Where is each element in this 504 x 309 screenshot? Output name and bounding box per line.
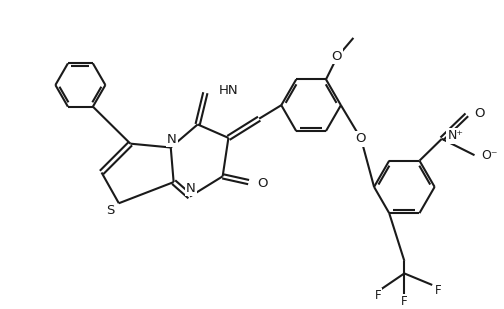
Text: F: F: [401, 295, 408, 308]
Text: N⁺: N⁺: [448, 129, 464, 142]
Text: F: F: [434, 284, 442, 297]
Text: N: N: [186, 182, 196, 195]
Text: O: O: [474, 107, 484, 121]
Text: F: F: [374, 289, 381, 302]
Text: N: N: [167, 133, 176, 146]
Text: O⁻: O⁻: [482, 149, 498, 162]
Text: O: O: [355, 132, 365, 145]
Text: HN: HN: [219, 84, 238, 97]
Text: O: O: [331, 50, 341, 63]
Text: S: S: [106, 204, 114, 217]
Text: O: O: [257, 176, 268, 189]
